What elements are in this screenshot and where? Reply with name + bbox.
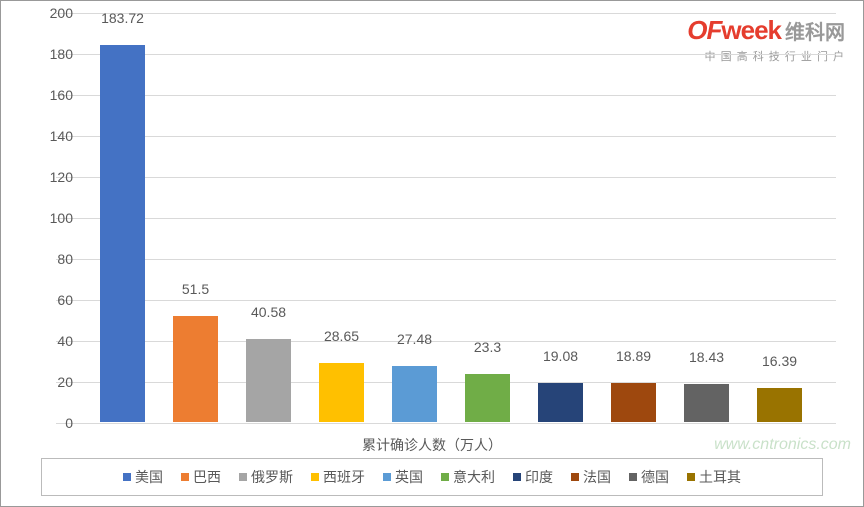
bar-value-label: 51.5 — [182, 281, 209, 297]
legend-item: 英国 — [383, 467, 423, 487]
legend-item: 法国 — [571, 467, 611, 487]
bar-value-label: 18.89 — [616, 348, 651, 364]
grid-line — [56, 95, 836, 96]
grid-line — [56, 13, 836, 14]
y-tick-label: 80 — [33, 251, 73, 267]
plot-area: 183.72 51.5 40.58 28.65 27.48 23.3 19.08 18.89 1… — [56, 13, 836, 423]
y-tick-label: 120 — [33, 169, 73, 185]
grid-line — [56, 177, 836, 178]
legend-swatch — [239, 473, 247, 481]
legend-label: 英国 — [395, 467, 423, 487]
grid-line — [56, 259, 836, 260]
y-tick-label: 160 — [33, 87, 73, 103]
y-tick-label: 200 — [33, 5, 73, 21]
legend-item: 意大利 — [441, 467, 495, 487]
chart-container: OF week 维科网 中 国 高 科 技 行 业 门 户 183.7251.5… — [0, 0, 864, 507]
bar-value-label: 18.43 — [689, 349, 724, 365]
bar — [319, 363, 364, 422]
legend-item: 德国 — [629, 467, 669, 487]
bar-value-label: 23.3 — [474, 339, 501, 355]
legend-label: 美国 — [135, 467, 163, 487]
legend: 美国 巴西 俄罗斯 西班牙 英国 意大利 印度 法国 德国 土耳其 — [41, 458, 823, 496]
bar — [100, 45, 145, 422]
legend-item: 西班牙 — [311, 467, 365, 487]
legend-label: 意大利 — [453, 467, 495, 487]
legend-swatch — [383, 473, 391, 481]
legend-swatch — [181, 473, 189, 481]
bar — [611, 383, 656, 422]
legend-swatch — [123, 473, 131, 481]
y-tick-label: 60 — [33, 292, 73, 308]
legend-swatch — [441, 473, 449, 481]
legend-label: 法国 — [583, 467, 611, 487]
legend-item: 巴西 — [181, 467, 221, 487]
bar-value-label: 28.65 — [324, 328, 359, 344]
legend-item: 印度 — [513, 467, 553, 487]
bar-value-label: 19.08 — [543, 348, 578, 364]
y-tick-label: 140 — [33, 128, 73, 144]
legend-item: 土耳其 — [687, 467, 741, 487]
y-tick-label: 40 — [33, 333, 73, 349]
grid-line — [56, 300, 836, 301]
legend-swatch — [629, 473, 637, 481]
grid-line — [56, 423, 836, 424]
legend-label: 印度 — [525, 467, 553, 487]
bar-value-label: 16.39 — [762, 353, 797, 369]
bar-value-label: 27.48 — [397, 331, 432, 347]
legend-swatch — [571, 473, 579, 481]
grid-line — [56, 136, 836, 137]
legend-item: 俄罗斯 — [239, 467, 293, 487]
bar-value-label: 183.72 — [101, 10, 144, 26]
legend-item: 美国 — [123, 467, 163, 487]
bar-value-label: 40.58 — [251, 304, 286, 320]
legend-swatch — [687, 473, 695, 481]
legend-swatch — [513, 473, 521, 481]
grid-line — [56, 218, 836, 219]
bar — [684, 384, 729, 422]
legend-swatch — [311, 473, 319, 481]
legend-label: 巴西 — [193, 467, 221, 487]
bar — [465, 374, 510, 422]
legend-label: 西班牙 — [323, 467, 365, 487]
bar — [392, 366, 437, 422]
bar — [757, 388, 802, 422]
watermark: www.cntronics.com — [714, 436, 851, 454]
y-tick-label: 180 — [33, 46, 73, 62]
bar — [538, 383, 583, 422]
y-tick-label: 100 — [33, 210, 73, 226]
grid-line — [56, 54, 836, 55]
y-tick-label: 20 — [33, 374, 73, 390]
legend-label: 俄罗斯 — [251, 467, 293, 487]
bar — [246, 339, 291, 422]
bar — [173, 316, 218, 422]
legend-label: 德国 — [641, 467, 669, 487]
y-tick-label: 0 — [33, 415, 73, 431]
legend-label: 土耳其 — [699, 467, 741, 487]
